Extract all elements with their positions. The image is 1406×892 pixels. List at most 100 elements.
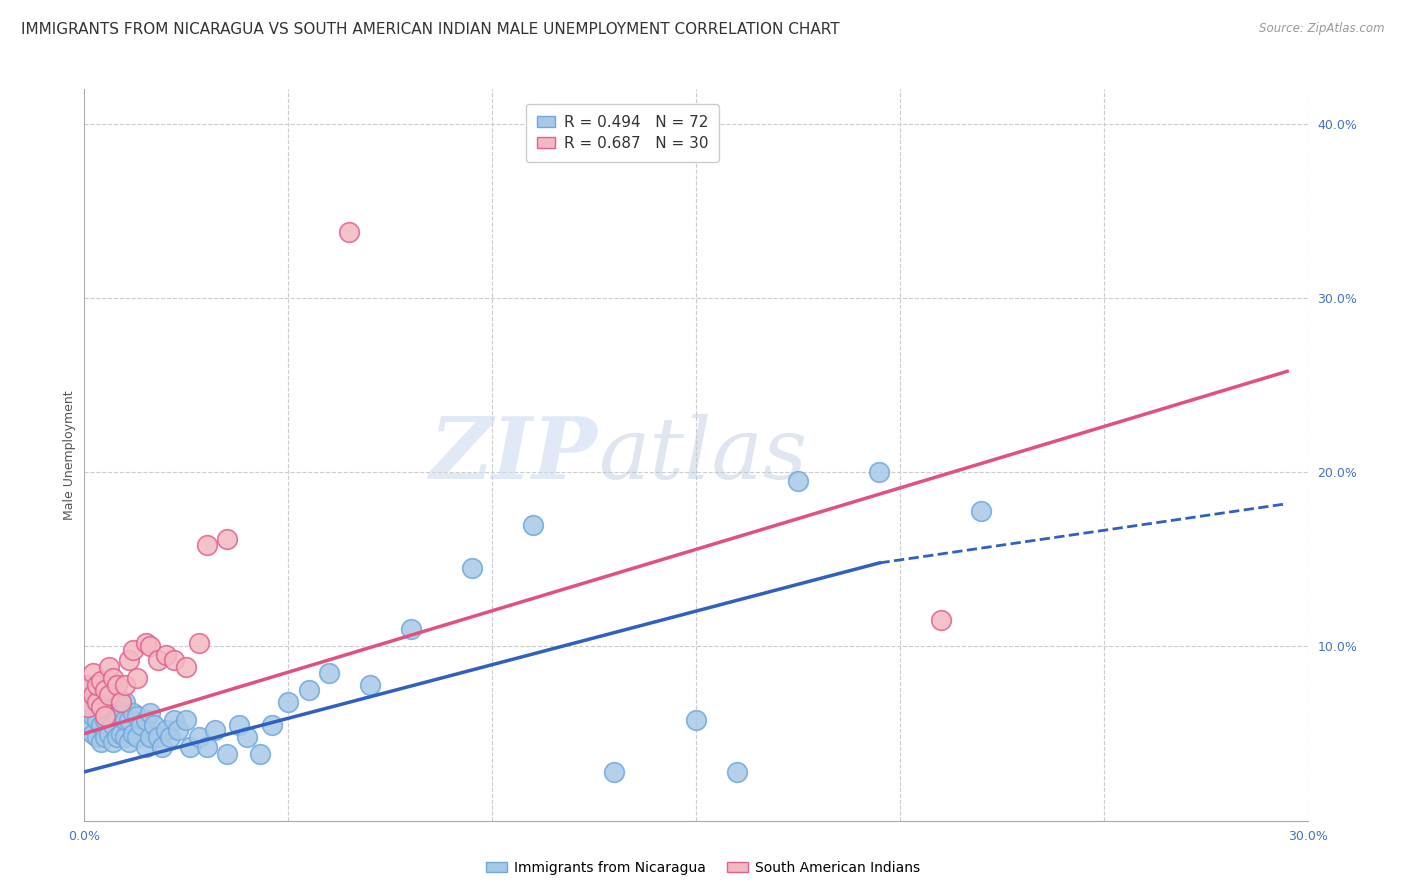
Point — [260, 718, 283, 732]
Point — [90, 700, 112, 714]
Point — [929, 613, 952, 627]
Point — [77, 683, 100, 698]
Point — [155, 648, 177, 663]
Point — [77, 700, 100, 714]
Point — [399, 622, 422, 636]
Point — [138, 706, 160, 720]
Point — [97, 688, 120, 702]
Point — [163, 713, 186, 727]
Point — [135, 740, 157, 755]
Point — [97, 688, 120, 702]
Point — [105, 730, 128, 744]
Point — [86, 730, 108, 744]
Point — [114, 678, 136, 692]
Point — [101, 735, 124, 749]
Point — [187, 636, 209, 650]
Point — [174, 660, 197, 674]
Point — [159, 730, 181, 744]
Point — [110, 706, 132, 720]
Point — [179, 740, 201, 755]
Text: IMMIGRANTS FROM NICARAGUA VS SOUTH AMERICAN INDIAN MALE UNEMPLOYMENT CORRELATION: IMMIGRANTS FROM NICARAGUA VS SOUTH AMERI… — [21, 22, 839, 37]
Point — [339, 225, 361, 239]
Point — [86, 695, 108, 709]
Point — [204, 723, 226, 737]
Point — [105, 688, 128, 702]
Point — [970, 503, 993, 517]
Point — [127, 671, 149, 685]
Point — [101, 671, 124, 685]
Point — [187, 730, 209, 744]
Point — [167, 723, 190, 737]
Legend: R = 0.494   N = 72, R = 0.687   N = 30: R = 0.494 N = 72, R = 0.687 N = 30 — [526, 104, 720, 161]
Point — [93, 709, 115, 723]
Point — [86, 695, 108, 709]
Point — [359, 678, 381, 692]
Point — [93, 683, 115, 698]
Text: ZIP: ZIP — [430, 413, 598, 497]
Point — [86, 713, 108, 727]
Point — [236, 730, 259, 744]
Point — [131, 718, 153, 732]
Point — [118, 653, 141, 667]
Text: Source: ZipAtlas.com: Source: ZipAtlas.com — [1260, 22, 1385, 36]
Point — [77, 678, 100, 692]
Point — [138, 640, 160, 654]
Point — [110, 726, 132, 740]
Point — [114, 730, 136, 744]
Point — [869, 466, 891, 480]
Point — [101, 718, 124, 732]
Point — [146, 730, 169, 744]
Point — [461, 561, 484, 575]
Point — [195, 539, 218, 553]
Point — [93, 683, 115, 698]
Point — [127, 730, 149, 744]
Point — [122, 726, 145, 740]
Point — [122, 706, 145, 720]
Point — [787, 474, 810, 488]
Point — [90, 700, 112, 714]
Point — [97, 726, 120, 740]
Point — [105, 709, 128, 723]
Point — [217, 532, 239, 546]
Point — [163, 653, 186, 667]
Text: atlas: atlas — [598, 414, 807, 496]
Legend: Immigrants from Nicaragua, South American Indians: Immigrants from Nicaragua, South America… — [481, 855, 925, 880]
Point — [142, 718, 165, 732]
Point — [217, 747, 239, 762]
Point — [105, 678, 128, 692]
Point — [97, 660, 120, 674]
Point — [77, 700, 100, 714]
Point — [318, 665, 340, 680]
Point — [82, 709, 104, 723]
Point — [101, 695, 124, 709]
Point — [93, 695, 115, 709]
Point — [249, 747, 271, 762]
Point — [277, 695, 299, 709]
Point — [93, 713, 115, 727]
Point — [82, 691, 104, 706]
Point — [90, 674, 112, 689]
Point — [110, 695, 132, 709]
Point — [174, 713, 197, 727]
Point — [122, 643, 145, 657]
Point — [725, 764, 748, 779]
Point — [97, 709, 120, 723]
Point — [86, 678, 108, 692]
Point — [77, 718, 100, 732]
Point — [93, 730, 115, 744]
Point — [228, 718, 250, 732]
Point — [90, 735, 112, 749]
Point — [146, 653, 169, 667]
Point — [82, 726, 104, 740]
Point — [138, 730, 160, 744]
Point — [603, 764, 626, 779]
Point — [298, 683, 321, 698]
Point — [150, 740, 173, 755]
Point — [114, 695, 136, 709]
Point — [118, 713, 141, 727]
Point — [127, 709, 149, 723]
Point — [195, 740, 218, 755]
Y-axis label: Male Unemployment: Male Unemployment — [63, 390, 76, 520]
Point — [114, 713, 136, 727]
Point — [90, 718, 112, 732]
